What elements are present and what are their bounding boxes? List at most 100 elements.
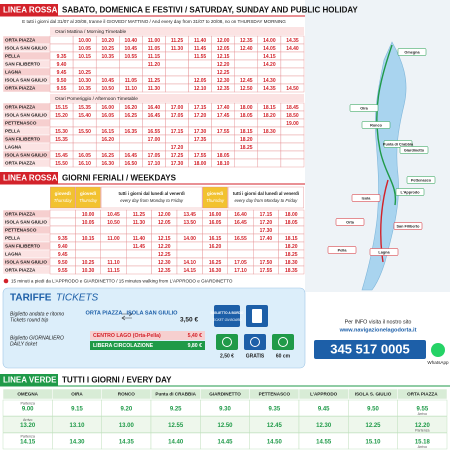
time: 10.45 — [101, 78, 114, 84]
stop-name: SAN FILIBERTO — [5, 244, 41, 249]
time-cell — [397, 432, 448, 450]
footnote-icon — [3, 278, 9, 284]
badge: LINEA VERDE — [3, 376, 57, 385]
time: 12.00 — [158, 212, 171, 218]
time: 9.45 — [57, 70, 67, 76]
time-cell — [280, 51, 305, 61]
time: 18.05 — [217, 153, 230, 159]
time-cell — [125, 257, 152, 267]
stop-name: ORTA PIAZZA — [5, 161, 36, 166]
map-label: Pella — [338, 248, 348, 252]
time: 18.20 — [263, 113, 276, 119]
time: 10.25 — [82, 260, 95, 266]
time: 12.50 — [217, 423, 233, 429]
time: 10.15 — [82, 236, 95, 242]
time: 11.05 — [125, 78, 137, 84]
time-cell — [119, 142, 143, 152]
time-cell — [278, 225, 305, 235]
time-cell — [100, 249, 127, 259]
time-cell — [280, 83, 305, 93]
time-cell — [280, 59, 305, 69]
time: 17.45 — [217, 113, 230, 119]
time-cell — [202, 225, 228, 235]
time: 16.00 — [209, 212, 222, 218]
end-note: Partenza — [415, 428, 429, 432]
stop-name: ORTA PIAZZA — [5, 86, 36, 91]
time-cell — [234, 150, 259, 160]
time: 13.10 — [69, 423, 85, 429]
price: 3,50 € — [180, 317, 198, 324]
map-label: L'Approdo — [400, 190, 420, 194]
option-price: 9,80 € — [188, 343, 203, 349]
service-icon-label: 60 cm — [276, 353, 291, 359]
stop-header-label: Punta di CRABBIA — [155, 392, 196, 397]
stop-header — [397, 388, 448, 400]
time: 9.25 — [170, 407, 182, 413]
time: 10.25 — [101, 46, 114, 52]
time: 9.45 — [58, 252, 68, 258]
time: 16.05 — [209, 220, 222, 226]
service-icon-label: 2,50 € — [220, 353, 234, 359]
time: 16.30 — [101, 161, 114, 167]
whatsapp-icon — [431, 343, 445, 357]
service-icon — [244, 334, 266, 350]
time-cell — [227, 249, 254, 259]
time: 12.20 — [158, 244, 171, 250]
time-cell — [280, 134, 305, 144]
time: 10.45 — [125, 46, 138, 52]
map-label: Ronco — [370, 123, 382, 127]
stop-name: PETTENASCO — [5, 121, 37, 126]
time: 9.50 — [367, 407, 379, 413]
time-cell — [100, 225, 127, 235]
column-header-label: tutti i giorni dal lunedì al venerdì — [233, 191, 299, 196]
time: 16.05 — [78, 153, 91, 159]
time: 11.10 — [107, 260, 119, 266]
map-label: Lagna — [378, 250, 390, 254]
time: 14.00 — [263, 38, 276, 44]
time: 12.25 — [365, 423, 381, 429]
time-cell — [142, 118, 166, 128]
ticket-label: Biglietto andata e ritorno — [10, 311, 64, 317]
time: 10.05 — [78, 46, 91, 52]
time: 12.05 — [217, 46, 230, 52]
time-cell — [257, 142, 282, 152]
time: 11.40 — [133, 236, 145, 242]
time: 15.50 — [78, 129, 91, 135]
stop-header-label: ISOLA S. GIULIO — [355, 392, 392, 397]
time-cell — [72, 59, 97, 69]
stop-name: ISOLA SAN GIULIO — [5, 113, 47, 118]
time: 12.25 — [158, 252, 171, 258]
time: 11.40 — [194, 38, 206, 44]
time-cell — [234, 59, 259, 69]
time: 18.20 — [240, 137, 253, 143]
time: 11.55 — [194, 54, 206, 60]
time-cell — [125, 225, 152, 235]
column-header-label: giovedì — [80, 191, 96, 196]
time: 15.35 — [55, 137, 68, 143]
time: 12.30 — [217, 78, 230, 84]
time: 12.45 — [240, 78, 253, 84]
time: 9.00 — [22, 407, 34, 413]
time-cell — [257, 118, 282, 128]
time: 13.20 — [20, 423, 36, 429]
time: 18.05 — [240, 113, 253, 119]
time-cell — [397, 416, 448, 433]
time: 17.35 — [194, 137, 207, 143]
time: 18.15 — [285, 236, 298, 242]
time: 15.50 — [55, 161, 68, 167]
time: 15.30 — [55, 129, 68, 135]
info-text: Per INFO visita il nostro sito — [345, 319, 412, 325]
time-cell — [165, 83, 189, 93]
time-cell — [165, 134, 189, 144]
time: 16.00 — [101, 105, 114, 111]
tariffe-title: TARIFFE — [10, 293, 52, 304]
time: 16.05 — [101, 113, 114, 119]
time: 12.40 — [240, 46, 253, 52]
time: 9.45 — [318, 407, 330, 413]
time: 10.30 — [82, 268, 95, 274]
stop-header-label: GIARDINETTO — [209, 392, 241, 397]
stop-name: LAGNA — [5, 252, 22, 257]
time: 15.18 — [415, 440, 431, 446]
time: 9.55 — [57, 86, 67, 92]
time: 12.45 — [267, 423, 283, 429]
